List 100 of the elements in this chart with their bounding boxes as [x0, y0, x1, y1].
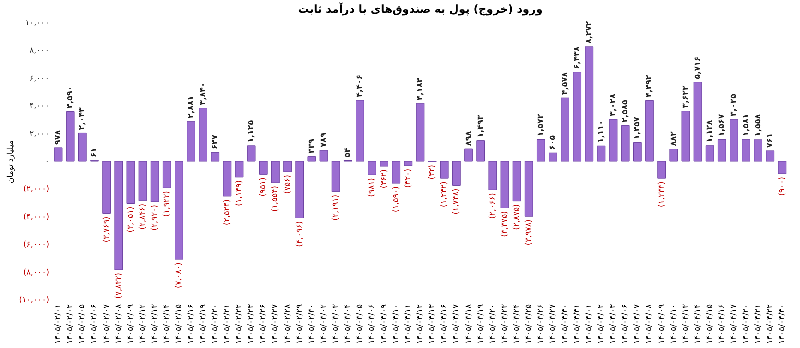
x-tick-label: ۱۴۰۵/۰۳/۰۴	[343, 304, 352, 344]
bar	[609, 119, 618, 162]
x-tick-label: ۱۴۰۵/۰۲/۲۹	[294, 304, 304, 344]
bar	[573, 72, 582, 162]
x-tick-label: ۱۴۰۵/۰۳/۱۹	[476, 304, 485, 344]
y-tick-label: ۲,۰۰۰	[30, 129, 50, 138]
data-label: (۳,۰۵۱)	[126, 206, 135, 233]
x-tick-label: ۱۴۰۵/۰۲/۱۴	[162, 304, 172, 344]
data-label: ۵۴	[343, 148, 352, 158]
data-label: ۶۱	[90, 148, 99, 158]
data-label: (۹۸۱)	[367, 178, 376, 198]
x-tick-label: ۱۴۰۵/۰۲/۰۵	[78, 304, 87, 344]
x-tick-label: ۱۴۰۵/۰۲/۱۶	[186, 304, 196, 344]
bar	[621, 125, 630, 162]
data-label: (۱,۱۴۹)	[234, 180, 244, 206]
bar	[356, 100, 364, 162]
bar	[524, 161, 534, 217]
data-label: ۸,۲۷۲	[584, 21, 594, 44]
y-tick-label: ۱۰,۰۰۰	[25, 18, 50, 28]
data-label: ۳,۶۲۲	[680, 86, 690, 108]
bar	[247, 146, 256, 162]
x-tick-label: ۱۴۰۵/۰۴/۰۳	[608, 304, 618, 344]
x-tick-label: ۱۴۰۵/۰۳/۰۵	[355, 304, 364, 344]
x-tick-label: ۱۴۰۵/۰۲/۲۳	[246, 304, 256, 344]
data-label: ۱,۵۸۱	[741, 114, 750, 137]
data-label: ۴,۳۹۲	[644, 74, 654, 98]
x-tick-label: ۱۴۰۵/۰۳/۱۷	[452, 304, 461, 344]
x-tick-label: ۱۴۰۵/۰۴/۰۱	[584, 304, 594, 344]
x-tick-label: ۱۴۰۵/۰۲/۰۸	[114, 304, 123, 344]
data-label: ۲,۵۸۵	[620, 100, 630, 123]
x-tick-label: ۱۴۰۵/۰۴/۱۶	[717, 304, 726, 344]
bar	[404, 161, 413, 166]
x-tick-label: ۱۴۰۵/۰۴/۲۲	[765, 304, 774, 344]
x-tick-label: ۱۴۰۵/۰۴/۲۰	[741, 304, 750, 344]
data-label: ۸۸۲	[668, 132, 678, 146]
x-tick-label: ۱۴۰۵/۰۴/۰۸	[644, 304, 654, 344]
bar	[296, 161, 304, 218]
bar	[114, 161, 124, 270]
x-tick-label: ۱۴۰۵/۰۲/۲۷	[270, 304, 280, 344]
bar	[199, 108, 208, 162]
bar	[284, 161, 292, 172]
data-label: ۱,۵۵۸	[753, 114, 762, 137]
x-tick-label: ۱۴۰۵/۰۳/۲۶	[536, 304, 546, 344]
y-tick-label: ۶,۰۰۰	[30, 74, 50, 83]
x-tick-label: ۱۴۰۵/۰۲/۰۱	[54, 304, 63, 344]
data-label: (۲,۵۲۴)	[222, 199, 232, 226]
bar	[380, 161, 388, 167]
data-label: ۷۸۹	[318, 132, 328, 148]
x-tick-label: ۱۴۰۵/۰۴/۱۳	[680, 304, 690, 344]
data-label: ۳,۰۲۸	[608, 94, 618, 117]
bar	[368, 161, 376, 176]
bar	[187, 121, 196, 162]
data-label: ۱,۳۵۷	[632, 117, 642, 140]
x-tick-label: ۱۴۰۵/۰۳/۰۹	[379, 304, 388, 344]
bar	[138, 161, 148, 202]
x-tick-label: ۱۴۰۵/۰۳/۱۳	[428, 304, 437, 344]
x-tick-label: ۱۴۰۵/۰۲/۰۲	[66, 304, 75, 344]
bar	[778, 161, 787, 174]
x-tick-label: ۱۴۰۵/۰۴/۰۷	[632, 304, 642, 344]
x-tick-label: ۱۴۰۵/۰۲/۰۹	[126, 304, 135, 344]
bar	[754, 140, 762, 162]
x-tick-label: ۱۴۰۵/۰۲/۱۹	[198, 304, 208, 344]
bar	[549, 152, 558, 162]
bar	[646, 100, 654, 162]
bar	[597, 146, 606, 162]
bar	[416, 103, 425, 162]
x-tick-label: ۱۴۰۵/۰۳/۲۵	[524, 304, 534, 344]
bar	[561, 98, 570, 162]
data-label: ۱,۵۶۷	[717, 114, 726, 137]
data-label: ۳,۰۲۵	[729, 94, 738, 117]
bar	[718, 140, 726, 162]
data-label: (۳,۹۷۸)	[524, 220, 534, 246]
x-tick-label: ۱۴۰۵/۰۳/۲۳	[500, 304, 509, 344]
bar	[162, 161, 172, 188]
x-tick-label: ۱۴۰۵/۰۲/۲۶	[258, 304, 268, 344]
data-label: ۸۹۸	[464, 131, 473, 146]
data-label: ۱,۱۱۰	[596, 120, 606, 144]
bar	[512, 161, 522, 202]
bar	[476, 140, 485, 162]
y-tick-label: (۶,۰۰۰)	[24, 240, 50, 250]
x-tick-label: ۱۴۰۵/۰۴/۳۰	[777, 304, 786, 344]
x-tick-label: ۱۴۰۵/۰۳/۱۰	[391, 304, 400, 344]
x-tick-label: ۱۴۰۵/۰۲/۲۲	[234, 304, 244, 344]
data-label: (۳۲)	[428, 164, 437, 180]
data-label: (۱,۵۵۴)	[270, 186, 280, 212]
bar	[102, 161, 111, 214]
data-label: (۱,۲۳۲)	[440, 182, 449, 208]
x-tick-label: ۱۴۰۵/۰۳/۲۷	[548, 304, 558, 344]
data-label: (۳۲۰)	[403, 168, 412, 188]
y-tick-label: (۸,۰۰۰)	[24, 268, 50, 277]
data-label: ۴,۵۷۸	[560, 72, 570, 96]
bar	[500, 161, 510, 208]
x-tick-label: ۱۴۰۵/۰۳/۲۰	[488, 304, 497, 344]
y-tick-label: (۲,۰۰۰)	[24, 184, 50, 194]
x-tick-label: ۱۴۰۵/۰۴/۰۶	[620, 304, 630, 344]
data-label: (۳,۷۶۹)	[102, 216, 111, 243]
bar	[464, 148, 473, 162]
data-label: ۳۳۹	[306, 139, 316, 154]
data-label: (۹۵۱)	[258, 178, 268, 197]
data-label: ۱,۱۲۵	[246, 120, 256, 143]
